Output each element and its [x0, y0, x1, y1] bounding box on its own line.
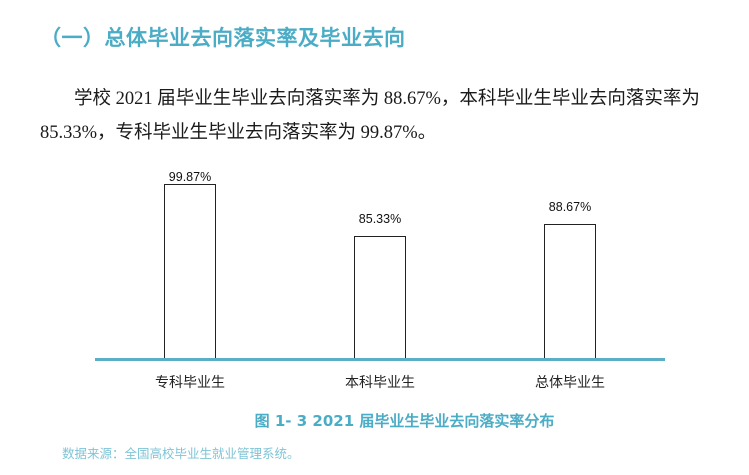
category-label: 专科毕业生 [155, 375, 225, 391]
summary-paragraph-line-2: 85.33%，专科毕业生毕业去向落实率为 99.87%。 [40, 123, 437, 143]
bar-value-label: 99.87% [168, 170, 212, 184]
category-label: 本科毕业生 [345, 375, 415, 391]
bar-total [544, 224, 596, 359]
summary-paragraph-line-1: 学校 2021 届毕业生毕业去向落实率为 88.67%，本科毕业生毕业去向落实率… [74, 89, 700, 109]
category-label: 总体毕业生 [535, 375, 605, 391]
bar-value-label: 88.67% [548, 200, 592, 214]
bar-chart: 99.87% 85.33% 88.67% 专科毕业生 本科毕业生 总体毕业生 [95, 170, 665, 391]
x-axis-line [95, 358, 665, 361]
section-title: （一）总体毕业去向落实率及毕业去向 [40, 26, 406, 50]
bar-benke [354, 236, 406, 359]
bar-zhuanke [164, 184, 216, 359]
figure-caption: 图 1- 3 2021 届毕业生毕业去向落实率分布 [254, 412, 555, 430]
bar-value-label: 85.33% [358, 212, 402, 226]
data-source-note: 数据来源：全国高校毕业生就业管理系统。 [62, 446, 300, 461]
